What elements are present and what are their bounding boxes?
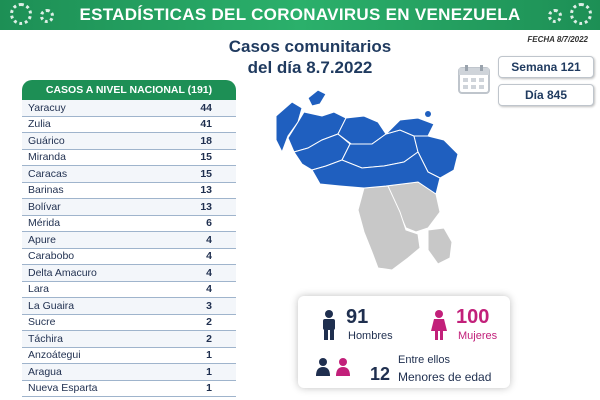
state-name: Miranda xyxy=(28,151,66,164)
state-name: Mérida xyxy=(28,217,61,230)
map-region xyxy=(425,111,431,117)
date-label: FECHA 8/7/2022 xyxy=(527,35,588,44)
woman-icon xyxy=(431,310,447,340)
state-name: Barinas xyxy=(28,184,64,197)
state-name: Aragua xyxy=(28,365,62,378)
table-row: Miranda 15 xyxy=(22,150,236,166)
minors-label: Menores de edad xyxy=(398,370,492,384)
case-count: 1 xyxy=(206,382,212,395)
state-name: Yaracuy xyxy=(28,101,66,114)
case-count: 13 xyxy=(200,184,212,197)
case-count: 1 xyxy=(206,349,212,362)
day-badge: Día 845 xyxy=(498,84,594,106)
table-row: Táchira 2 xyxy=(22,331,236,348)
case-count: 4 xyxy=(206,266,212,279)
minors-intro: Entre ellos xyxy=(398,354,450,366)
state-name: Caracas xyxy=(28,167,68,180)
state-name: Carabobo xyxy=(28,250,75,263)
subtitle-line1: Casos comunitarios xyxy=(228,37,392,56)
virus-icon xyxy=(548,9,562,23)
state-name: Bolívar xyxy=(28,200,61,213)
state-name: Táchira xyxy=(28,332,64,345)
case-count: 2 xyxy=(206,332,212,345)
children-icon xyxy=(316,358,350,376)
virus-icon xyxy=(40,9,54,23)
demographics-box: 91 Hombres 100 Mujeres Entre ellos 12 Me… xyxy=(298,296,510,388)
map-region xyxy=(311,151,441,195)
state-name: La Guaira xyxy=(28,299,75,312)
case-count: 1 xyxy=(206,365,212,378)
calendar-icon xyxy=(458,65,490,94)
women-label: Mujeres xyxy=(458,330,498,342)
case-count: 4 xyxy=(206,283,212,296)
state-name: Sucre xyxy=(28,316,56,329)
state-name: Zulia xyxy=(28,118,51,131)
case-count: 3 xyxy=(206,299,212,312)
table-row: Lara 4 xyxy=(22,282,236,298)
case-count: 44 xyxy=(200,101,212,114)
state-name: Guárico xyxy=(28,134,65,147)
men-count: 91 xyxy=(346,306,369,328)
state-name: Anzoátegui xyxy=(28,349,81,362)
table-row: Guárico 18 xyxy=(22,133,236,150)
table-row: Nueva Esparta 1 xyxy=(22,381,236,397)
virus-icon xyxy=(10,3,32,25)
case-count: 2 xyxy=(206,316,212,329)
week-badge: Semana 121 xyxy=(498,56,594,78)
state-name: Apure xyxy=(28,233,57,246)
state-name: Delta Amacuro xyxy=(28,266,97,279)
header-banner: ESTADÍSTICAS DEL CORONAVIRUS EN VENEZUEL… xyxy=(0,0,600,30)
map-region xyxy=(427,227,453,265)
case-count: 41 xyxy=(200,118,212,131)
women-count: 100 xyxy=(456,306,490,328)
case-count: 6 xyxy=(206,217,212,230)
case-count: 13 xyxy=(200,200,212,213)
table-row: Mérida 6 xyxy=(22,216,236,232)
subtitle-line2: del día 8.7.2022 xyxy=(247,58,373,77)
table-row: La Guaira 3 xyxy=(22,298,236,315)
minors-count: 12 xyxy=(370,364,391,384)
table-row: Delta Amacuro 4 xyxy=(22,265,236,282)
man-icon xyxy=(323,310,335,340)
table-row: Barinas 13 xyxy=(22,183,236,199)
cases-table: Yaracuy 44 Zulia 41 Guárico 18 Miranda 15 Caraca… xyxy=(22,100,236,397)
state-name: Lara xyxy=(28,283,50,296)
venezuela-map xyxy=(275,89,459,271)
table-row: Bolívar 13 xyxy=(22,199,236,216)
case-count: 15 xyxy=(200,151,212,164)
map-region xyxy=(384,117,435,137)
men-label: Hombres xyxy=(348,330,393,342)
map-region xyxy=(307,89,327,107)
case-count: 4 xyxy=(206,233,212,246)
table-row: Caracas 15 xyxy=(22,166,236,183)
table-row: Apure 4 xyxy=(22,232,236,249)
table-row: Aragua 1 xyxy=(22,364,236,381)
case-count: 4 xyxy=(206,250,212,263)
page-title: ESTADÍSTICAS DEL CORONAVIRUS EN VENEZUEL… xyxy=(79,5,521,24)
map-region xyxy=(357,185,421,271)
state-name: Nueva Esparta xyxy=(28,382,98,395)
table-row: Sucre 2 xyxy=(22,315,236,331)
table-row: Zulia 41 xyxy=(22,117,236,133)
subtitle: Casos comunitarios del día 8.7.2022 xyxy=(180,36,440,78)
table-row: Yaracuy 44 xyxy=(22,100,236,117)
virus-icon xyxy=(570,3,592,25)
table-row: Carabobo 4 xyxy=(22,249,236,265)
case-count: 15 xyxy=(200,167,212,180)
map-region xyxy=(275,101,303,154)
table-header: CASOS A NIVEL NACIONAL (191) xyxy=(22,80,236,100)
case-count: 18 xyxy=(200,134,212,147)
table-row: Anzoátegui 1 xyxy=(22,348,236,364)
